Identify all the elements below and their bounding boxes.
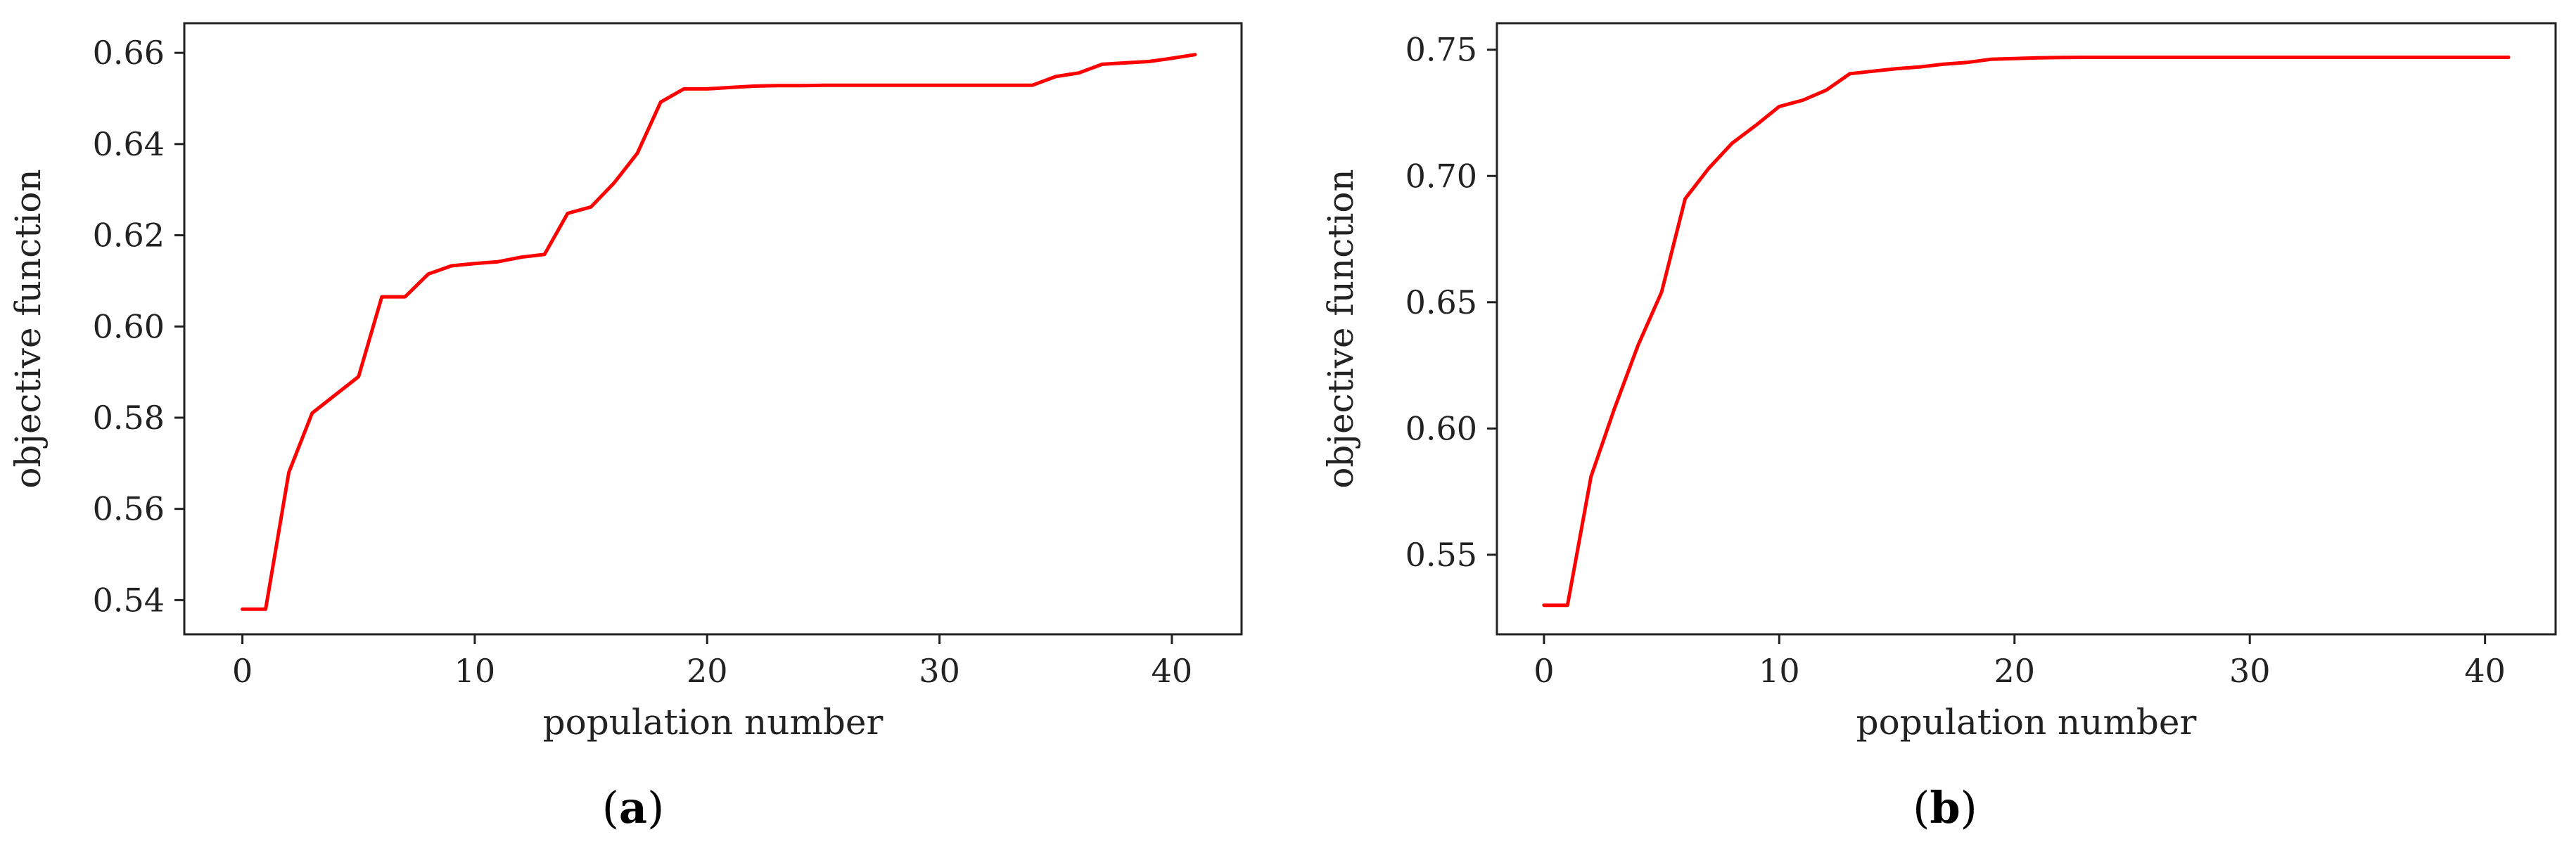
x-tick-label: 20: [687, 652, 728, 690]
x-tick-label: 40: [2464, 652, 2506, 690]
y-tick-label: 0.58: [93, 399, 165, 437]
x-axis-label: population number: [1856, 702, 2197, 743]
series-line: [241, 53, 1197, 611]
panel-letter: b: [1930, 782, 1960, 833]
y-tick-label: 0.75: [1405, 31, 1477, 69]
y-axis-label: objective function: [1320, 169, 1361, 488]
x-tick-label: 10: [454, 652, 496, 690]
axes-frame: [183, 22, 1243, 636]
y-tick-label: 0.56: [93, 490, 165, 528]
x-tick-label: 40: [1152, 652, 1193, 690]
panel-label: (b): [1913, 782, 1977, 833]
y-axis-label: objective function: [8, 169, 49, 488]
x-tick-label: 20: [1994, 652, 2036, 690]
x-tick-label: 30: [919, 652, 960, 690]
x-tick-label: 30: [2229, 652, 2271, 690]
y-tick-label: 0.60: [93, 307, 165, 345]
axes-frame: [1496, 22, 2557, 636]
y-tick-label: 0.54: [93, 581, 165, 619]
x-tick-label: 0: [232, 652, 253, 690]
panel-letter: a: [619, 782, 647, 833]
y-tick-label: 0.60: [1405, 409, 1477, 447]
y-tick-label: 0.55: [1405, 536, 1477, 574]
panel-label: (a): [602, 782, 665, 833]
x-tick-label: 0: [1534, 652, 1554, 690]
x-tick-label: 10: [1759, 652, 1800, 690]
y-tick-label: 0.64: [93, 125, 165, 163]
y-tick-label: 0.70: [1405, 157, 1477, 195]
chart-panel-b: 0 10 20 30 40 0.55 0.60 0.65 0.70 0.75 population …: [1320, 22, 2557, 833]
y-tick-label: 0.62: [93, 217, 165, 255]
y-tick-label: 0.66: [93, 34, 165, 72]
chart-panel-a: 0 10 20 30 40 0.54 0.56 0.58 0.60 0.62 0.64 0.66 pop…: [8, 22, 1243, 833]
series-line: [1542, 56, 2511, 608]
x-axis-label: population number: [543, 702, 884, 743]
y-tick-label: 0.65: [1405, 283, 1477, 321]
